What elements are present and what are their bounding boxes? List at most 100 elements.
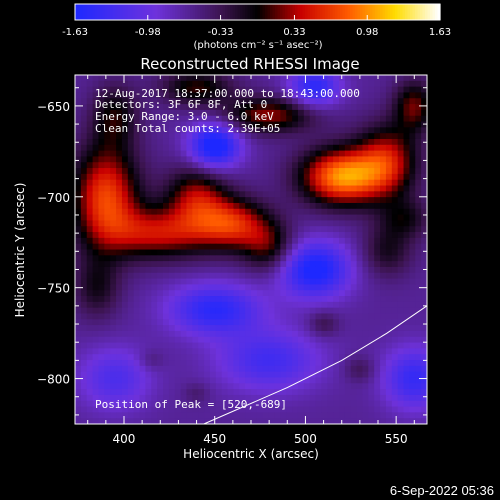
heatmap-cell	[110, 133, 117, 140]
heatmap-cell	[127, 109, 135, 117]
heatmap-cell	[327, 214, 334, 221]
heatmap-cell	[262, 307, 270, 314]
heatmap-cell	[198, 220, 205, 227]
heatmap-cell	[297, 418, 305, 425]
heatmap-cell	[297, 121, 305, 128]
heatmap-cell	[327, 266, 334, 274]
heatmap-cell	[80, 348, 88, 355]
heatmap-cell	[157, 400, 164, 408]
heatmap-cell	[215, 418, 223, 425]
heatmap-cell	[380, 301, 387, 309]
heatmap-cell	[239, 214, 246, 221]
heatmap-cell	[403, 342, 410, 349]
heatmap-cell	[321, 150, 328, 157]
heatmap-cell	[251, 301, 258, 309]
heatmap-cell	[98, 348, 105, 355]
heatmap-cell	[268, 226, 275, 233]
heatmap-cell	[286, 208, 293, 216]
heatmap-cell	[209, 185, 217, 192]
heatmap-cell	[262, 272, 270, 280]
heatmap-cell	[356, 348, 363, 355]
heatmap-cell	[274, 261, 281, 268]
heatmap-cell	[362, 185, 369, 192]
heatmap-cell	[75, 208, 82, 216]
heatmap-cell	[209, 179, 217, 187]
heatmap-cell	[163, 296, 170, 303]
heatmap-cell	[362, 418, 369, 425]
heatmap-cell	[344, 389, 352, 396]
heatmap-cell	[286, 266, 293, 274]
heatmap-cell	[80, 237, 88, 245]
heatmap-cell	[368, 272, 375, 280]
heatmap-cell	[98, 162, 105, 169]
heatmap-cell	[80, 377, 88, 384]
heatmap-cell	[409, 133, 416, 140]
heatmap-cell	[192, 133, 199, 140]
heatmap-cell	[163, 191, 170, 198]
heatmap-cell	[262, 377, 270, 384]
heatmap-cell	[274, 214, 281, 221]
heatmap-cell	[339, 191, 346, 198]
heatmap-cell	[151, 173, 158, 181]
heatmap-cell	[192, 121, 199, 128]
heatmap-cell	[133, 115, 141, 123]
heatmap-cell	[356, 389, 363, 396]
heatmap-cell	[380, 296, 387, 303]
heatmap-cell	[145, 348, 152, 355]
heatmap-cell	[251, 214, 258, 221]
heatmap-cell	[239, 348, 246, 355]
heatmap-cell	[303, 150, 311, 157]
heatmap-cell	[215, 226, 223, 233]
heatmap-cell	[409, 138, 416, 146]
heatmap-cell	[145, 232, 152, 239]
heatmap-cell	[174, 86, 182, 93]
heatmap-cell	[385, 156, 393, 163]
heatmap-cell	[139, 406, 146, 413]
heatmap-cell	[309, 86, 317, 93]
heatmap-cell	[286, 377, 293, 384]
heatmap-cell	[127, 418, 135, 425]
heatmap-cell	[80, 365, 88, 373]
heatmap-cell	[127, 412, 135, 419]
heatmap-cell	[421, 220, 428, 227]
heatmap-cell	[221, 290, 229, 297]
heatmap-cell	[215, 290, 223, 297]
heatmap-cell	[344, 418, 352, 425]
heatmap-cell	[374, 92, 381, 99]
heatmap-cell	[204, 278, 211, 285]
heatmap-cell	[221, 365, 229, 373]
heatmap-cell	[403, 296, 410, 303]
heatmap-cell	[157, 80, 164, 88]
heatmap-cell	[374, 202, 381, 210]
heatmap-cell	[139, 138, 146, 146]
heatmap-cell	[321, 92, 328, 99]
heatmap-cell	[104, 121, 111, 128]
heatmap-cell	[344, 115, 352, 123]
heatmap-cell	[356, 232, 363, 239]
heatmap-cell	[262, 255, 270, 262]
heatmap-cell	[356, 243, 363, 250]
heatmap-cell	[274, 80, 281, 88]
heatmap-cell	[245, 115, 252, 123]
heatmap-cell	[127, 307, 135, 314]
heatmap-cell	[233, 307, 240, 314]
heatmap-cell	[121, 98, 129, 105]
heatmap-cell	[344, 394, 352, 402]
heatmap-cell	[163, 226, 170, 233]
heatmap-cell	[280, 220, 287, 227]
heatmap-cell	[327, 86, 334, 93]
heatmap-cell	[344, 156, 352, 163]
heatmap-cell	[344, 226, 352, 233]
heatmap-cell	[110, 115, 117, 123]
heatmap-cell	[409, 261, 416, 268]
heatmap-cell	[186, 348, 193, 355]
heatmap-cell	[327, 115, 334, 123]
colorbar-tick-label: -0.98	[135, 27, 161, 38]
heatmap-cell	[315, 191, 322, 198]
heatmap-cell	[239, 208, 246, 216]
heatmap-cell	[116, 98, 123, 105]
heatmap-cell	[116, 296, 123, 303]
heatmap-cell	[80, 144, 88, 152]
heatmap-cell	[368, 127, 375, 134]
heatmap-cell	[280, 75, 287, 82]
